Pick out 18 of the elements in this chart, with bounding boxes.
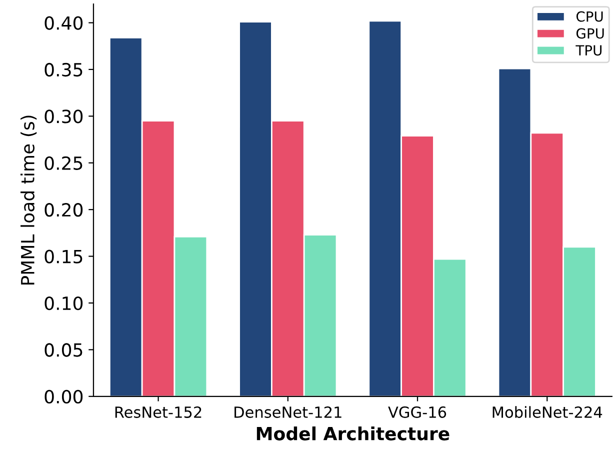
y-tick-label: 0.35 <box>44 62 82 77</box>
y-axis-title: PMML load time (s) <box>20 116 37 285</box>
x-tick-label: MobileNet-224 <box>492 406 602 418</box>
x-tick-label: ResNet-152 <box>115 406 202 418</box>
x-tick-label: DenseNet-121 <box>234 406 342 418</box>
y-tick-label: 0.40 <box>44 16 83 30</box>
y-tick-label: 0.30 <box>44 110 83 124</box>
y-tick-label: 0.00 <box>44 390 83 404</box>
y-tick-label: 0.20 <box>44 203 83 217</box>
x-axis-title: Model Architecture <box>256 426 450 440</box>
y-tick-label: 0.10 <box>44 296 83 310</box>
legend-label: TPU <box>576 45 602 56</box>
y-tick-label: 0.15 <box>44 250 82 264</box>
legend-label: CPU <box>576 11 603 22</box>
x-tick-label: VGG-16 <box>388 406 446 418</box>
legend-label: GPU <box>576 28 604 39</box>
y-tick-label: 0.05 <box>44 343 82 357</box>
y-tick-label: 0.25 <box>44 156 82 170</box>
